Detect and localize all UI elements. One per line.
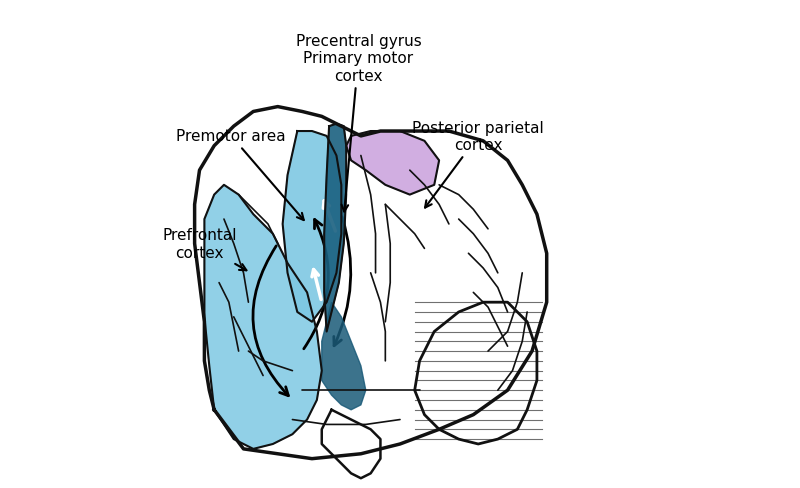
Polygon shape xyxy=(282,132,342,322)
Text: Premotor area: Premotor area xyxy=(177,129,304,221)
Polygon shape xyxy=(346,132,439,195)
Polygon shape xyxy=(205,185,322,449)
Text: Prefrontal
cortex: Prefrontal cortex xyxy=(162,228,246,271)
Polygon shape xyxy=(324,124,346,332)
Polygon shape xyxy=(194,107,546,459)
Text: Precentral gyrus
Primary motor
cortex: Precentral gyrus Primary motor cortex xyxy=(295,34,422,212)
Text: Posterior parietal
cortex: Posterior parietal cortex xyxy=(412,121,544,208)
Polygon shape xyxy=(322,303,366,410)
Polygon shape xyxy=(322,410,381,478)
Polygon shape xyxy=(414,303,537,444)
